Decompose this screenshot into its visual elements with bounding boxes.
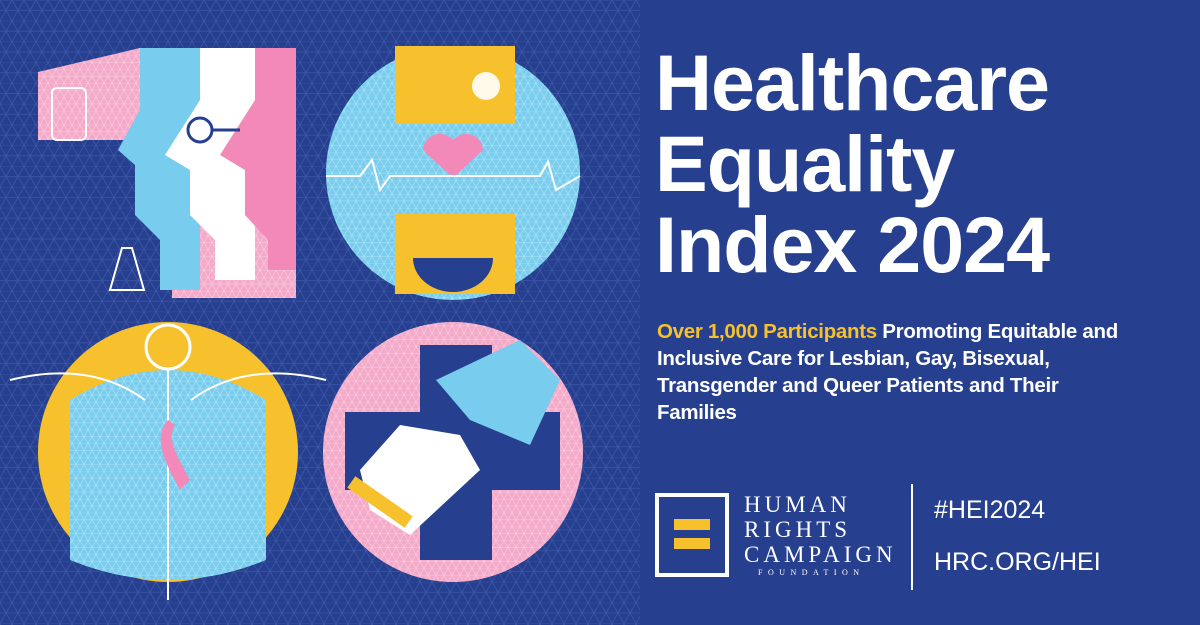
title-line: Healthcare [655, 38, 1050, 127]
title-line: Equality [655, 119, 955, 208]
logo-foundation: FOUNDATION [758, 568, 865, 577]
subtitle: Over 1,000 Participants Promoting Equita… [657, 318, 1137, 426]
logo-mark [655, 493, 729, 577]
logo-line: HUMAN [744, 492, 851, 517]
title: Healthcare Equality Index 2024 [655, 38, 1050, 289]
divider [911, 484, 913, 590]
url: HRC.ORG/HEI [934, 548, 1101, 576]
title-line: Index 2024 [655, 200, 1050, 289]
subtitle-text: Promoting Equitable and Inclusive Care f… [657, 320, 1118, 424]
illustration [0, 0, 640, 625]
logo-line: RIGHTS [744, 517, 852, 542]
logo-text: HUMAN RIGHTS CAMPAIGN FOUNDATION [744, 492, 897, 579]
logo-line: CAMPAIGN [744, 542, 897, 567]
subtitle-highlight: Over 1,000 Participants [657, 320, 877, 343]
hashtag: #HEI2024 [934, 496, 1046, 524]
